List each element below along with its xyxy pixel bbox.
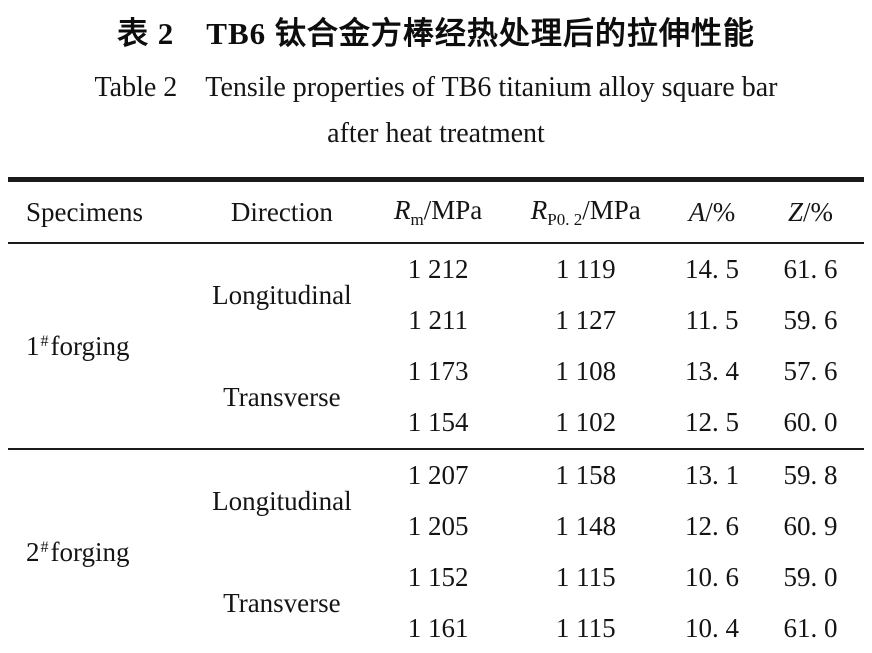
table-caption-chinese: 表 2 TB6 钛合金方棒经热处理后的拉伸性能 (117, 16, 755, 51)
rp02-unit: /MPa (582, 194, 641, 225)
tensile-properties-table: Specimens Direction Rm/MPa RP0. 2/MPa A/… (8, 177, 864, 653)
direction-longitudinal: Longitudinal (192, 448, 372, 552)
cell-reduction: 59. 8 (756, 448, 864, 501)
cell-reduction: 61. 6 (783, 254, 838, 284)
hash-superscript: # (40, 538, 49, 556)
cell-rp02: 1 119 (555, 254, 616, 284)
cell-rp02: 1 108 (555, 356, 617, 386)
specimen-text: forging (50, 536, 130, 567)
rm-symbol: R (393, 194, 411, 225)
direction-transverse: Transverse (223, 587, 341, 618)
cell-rm: 1 154 (407, 407, 469, 437)
specimen-number: 1 (26, 330, 40, 361)
table-row: Transverse 1 152 1 115 10. 6 59. 0 (8, 552, 864, 618)
rp02-symbol: R (530, 194, 548, 225)
a-unit: /% (705, 196, 736, 227)
header-specimens: Specimens (8, 179, 193, 244)
z-symbol: Z (787, 196, 803, 227)
cell-rp02: 1 158 (504, 448, 668, 501)
cell-elongation: 10. 4 (685, 613, 740, 643)
specimen-2-forging: 2#forging (8, 448, 193, 653)
cell-elongation: 12. 6 (685, 511, 740, 541)
cell-rm: 1 212 (407, 254, 469, 284)
table-caption-english-line1: Table 2 Tensile properties of TB6 titani… (94, 72, 778, 103)
table-row: Transverse 1 173 1 108 13. 4 57. 6 (8, 346, 864, 412)
z-unit: /% (802, 196, 833, 227)
cell-rm: 1 161 (407, 613, 469, 643)
table-row: 1 161 1 115 10. 4 61. 0 (8, 603, 864, 653)
cell-elongation: 10. 6 (685, 562, 740, 592)
table-caption-english-line2: after heat treatment (327, 118, 545, 149)
cell-rp02: 1 102 (555, 407, 617, 437)
cell-rm: 1 211 (408, 305, 468, 335)
direction-longitudinal: Longitudinal (212, 279, 352, 310)
specimen-number: 2 (26, 536, 40, 567)
cell-reduction: 60. 9 (783, 511, 838, 541)
direction-transverse: Transverse (223, 381, 341, 412)
specimen-text: forging (50, 330, 130, 361)
cell-rp02: 1 115 (555, 613, 616, 643)
cell-rp02: 1 148 (555, 511, 617, 541)
table-row: 1 211 1 127 11. 5 59. 6 (8, 295, 864, 346)
cell-rm: 1 205 (407, 511, 469, 541)
cell-elongation: 14. 5 (685, 254, 740, 284)
header-direction: Direction (192, 179, 372, 244)
rm-unit: /MPa (423, 194, 483, 225)
cell-elongation: 12. 5 (685, 407, 740, 437)
hash-superscript: # (40, 332, 49, 350)
cell-reduction: 59. 6 (783, 305, 838, 335)
table-row: 1#forging Longitudinal 1 212 1 119 14. 5… (8, 243, 864, 361)
cell-rm: 1 152 (407, 562, 469, 592)
cell-rm: 1 207 (371, 448, 505, 501)
cell-reduction: 57. 6 (783, 356, 838, 386)
header-elongation: A/% (667, 179, 757, 244)
specimen-1-forging: 1#forging (8, 243, 192, 449)
cell-reduction: 59. 0 (783, 562, 838, 592)
header-rm: Rm/MPa (371, 179, 505, 244)
cell-reduction: 60. 0 (783, 407, 838, 437)
table-row: 1 154 1 102 12. 5 60. 0 (8, 397, 864, 449)
cell-elongation: 13. 4 (685, 356, 740, 386)
table-row: 2#forging Longitudinal 1 207 1 158 13. 1… (8, 448, 864, 653)
table-caption-english: Table 2 Tensile properties of TB6 titani… (0, 65, 872, 157)
rp02-subscript: P0. 2 (547, 209, 583, 229)
header-row: Specimens Direction Rm/MPa RP0. 2/MPa A/… (8, 179, 864, 244)
header-rp02: RP0. 2/MPa (504, 179, 668, 244)
rm-subscript: m (410, 209, 424, 229)
header-reduction: Z/% (756, 179, 864, 244)
cell-reduction: 61. 0 (783, 613, 838, 643)
cell-elongation: 13. 1 (667, 448, 757, 501)
cell-rm: 1 173 (407, 356, 469, 386)
cell-rp02: 1 127 (555, 305, 617, 335)
cell-elongation: 11. 5 (685, 305, 739, 335)
cell-rp02: 1 115 (555, 562, 616, 592)
table-row: 1 205 1 148 12. 6 60. 9 (8, 501, 864, 552)
a-symbol: A (688, 196, 706, 227)
